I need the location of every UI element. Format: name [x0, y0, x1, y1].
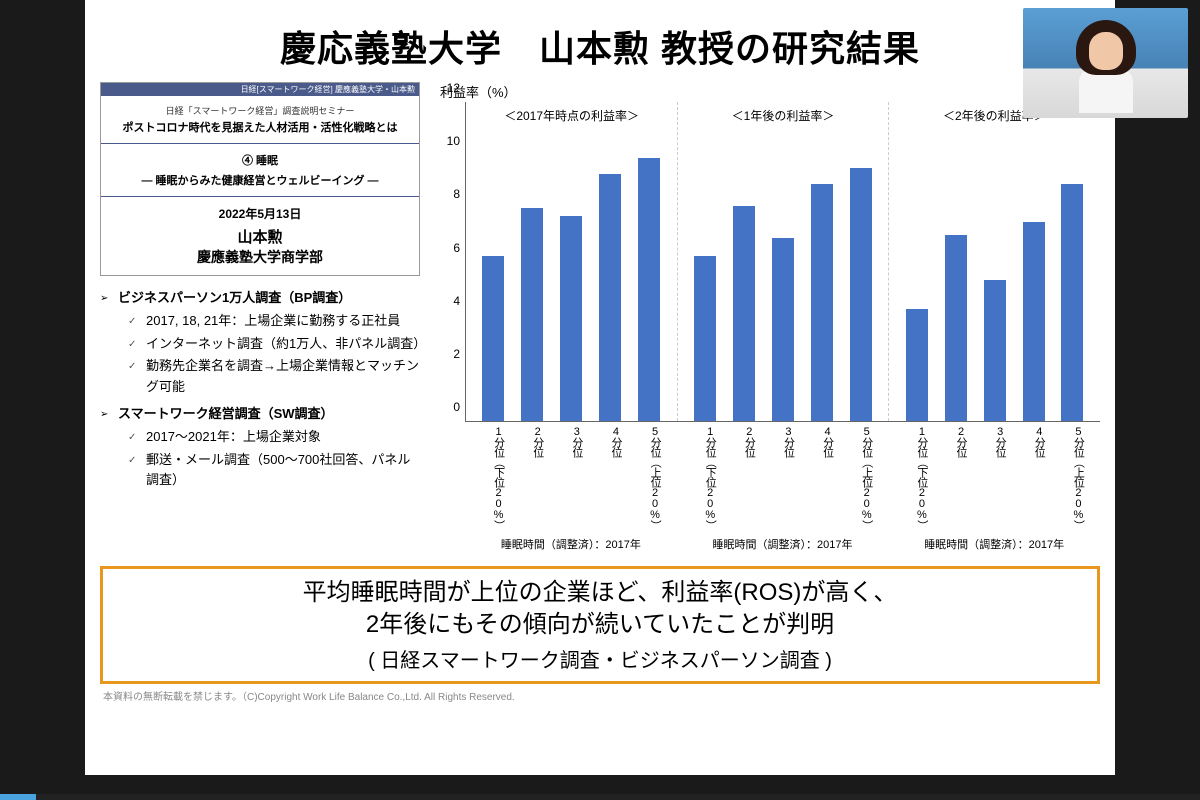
bullet-text: 勤務先企業名を調査→上場企業情報とマッチング可能 — [146, 356, 420, 398]
bar — [811, 184, 833, 421]
group-caption: 睡眠時間（調整済）：2017年 — [677, 536, 889, 552]
bar — [850, 168, 872, 421]
left-column: 日経[スマートワーク経営] 慶應義塾大学・山本勲 日経「スマートワーク経営」調査… — [100, 82, 420, 552]
video-progress-bar[interactable] — [0, 794, 1200, 800]
bullet-bp-1: ✓2017, 18, 21年：上場企業に勤務する正社員 — [100, 311, 420, 332]
check-icon: ✓ — [128, 311, 146, 332]
check-icon: ✓ — [128, 356, 146, 398]
x-label: 2分位 — [521, 422, 543, 530]
chevron-icon: ➢ — [100, 404, 118, 425]
bullet-text: インターネット調査（約1万人、非パネル調査） — [146, 334, 420, 355]
check-icon: ✓ — [128, 450, 146, 492]
bar — [482, 256, 504, 421]
x-label-group: 1分位（下位20%） 2分位 3分位 4分位 5分位（上位20%） — [465, 422, 677, 530]
group-caption: 睡眠時間（調整済）：2017年 — [465, 536, 677, 552]
bullet-bp-3: ✓勤務先企業名を調査→上場企業情報とマッチング可能 — [100, 356, 420, 398]
bar — [733, 206, 755, 421]
highlight-box: 平均睡眠時間が上位の企業ほど、利益率(ROS)が高く、 2年後にもその傾向が続い… — [100, 566, 1100, 684]
y-tick: 4 — [438, 294, 460, 308]
bar-group — [466, 102, 677, 421]
bar — [906, 309, 928, 421]
x-label: 4分位 — [1022, 422, 1044, 530]
nikkei-subtitle: ― 睡眠からみた健康経営とウェルビーイング ― — [107, 172, 413, 188]
bullet-text: 2017, 18, 21年：上場企業に勤務する正社員 — [146, 311, 400, 332]
bar — [1023, 222, 1045, 421]
x-label: 1分位（下位20%） — [693, 422, 715, 530]
bar — [1061, 184, 1083, 421]
y-tick: 10 — [438, 134, 460, 148]
check-icon: ✓ — [128, 427, 146, 448]
nikkei-author-name: 山本勲 — [107, 226, 413, 247]
bullet-text: 郵送・メール調査（500～700社回答、パネル調査） — [146, 450, 420, 492]
copyright-text: 本資料の無断転載を禁じます。（C)Copyright Work Life Bal… — [85, 688, 1115, 703]
presenter-webcam[interactable] — [1023, 8, 1188, 118]
slide-title: 慶応義塾大学 山本勲 教授の研究結果 — [85, 0, 1115, 82]
bullet-bp-2: ✓インターネット調査（約1万人、非パネル調査） — [100, 334, 420, 355]
bullet-sw-2: ✓郵送・メール調査（500～700社回答、パネル調査） — [100, 450, 420, 492]
bar — [772, 238, 794, 421]
bullet-text: ビジネスパーソン1万人調査（BP調査） — [118, 288, 351, 309]
x-label: 4分位 — [811, 422, 833, 530]
bar — [560, 216, 582, 421]
bar — [599, 174, 621, 421]
bar-group — [677, 102, 889, 421]
x-label: 5分位（上位20%） — [638, 422, 660, 530]
x-label: 3分位 — [771, 422, 793, 530]
chart-column: 利益率（%） ＜2017年時点の利益率＞＜1年後の利益率＞＜2年後の利益率＞ 0… — [430, 82, 1100, 552]
video-progress-fill — [0, 794, 36, 800]
bar-chart: ＜2017年時点の利益率＞＜1年後の利益率＞＜2年後の利益率＞ 02468101… — [465, 102, 1100, 422]
x-label: 2分位 — [944, 422, 966, 530]
nikkei-seminar-line: 日経「スマートワーク経営」調査説明セミナー — [107, 104, 413, 117]
bar — [638, 158, 660, 421]
bar — [694, 256, 716, 421]
bar — [521, 208, 543, 421]
bar-group — [888, 102, 1100, 421]
presenter-avatar — [1071, 20, 1141, 105]
y-tick: 6 — [438, 241, 460, 255]
x-labels-row: 1分位（下位20%） 2分位 3分位 4分位 5分位（上位20%） 1分位（下位20%） 2… — [465, 422, 1100, 530]
x-label: 4分位 — [599, 422, 621, 530]
y-tick: 0 — [438, 400, 460, 414]
bullet-sw-1: ✓2017～2021年：上場企業対象 — [100, 427, 420, 448]
check-icon: ✓ — [128, 334, 146, 355]
x-label: 1分位（下位20%） — [482, 422, 504, 530]
content-row: 日経[スマートワーク経営] 慶應義塾大学・山本勲 日経「スマートワーク経営」調査… — [85, 82, 1115, 552]
nikkei-citation-box: 日経[スマートワーク経営] 慶應義塾大学・山本勲 日経「スマートワーク経営」調査… — [100, 82, 420, 276]
nikkei-topic-number: ④ 睡眠 — [107, 152, 413, 168]
highlight-source: ( 日経スマートワーク調査・ビジネスパーソン調査 ) — [113, 644, 1087, 673]
x-label: 2分位 — [732, 422, 754, 530]
x-label-group: 1分位（下位20%） 2分位 3分位 4分位 5分位（上位20%） — [677, 422, 889, 530]
bar — [945, 235, 967, 421]
group-caption: 睡眠時間（調整済）：2017年 — [888, 536, 1100, 552]
x-label: 3分位 — [983, 422, 1005, 530]
bars-container — [466, 102, 1100, 421]
x-label: 5分位（上位20%） — [1061, 422, 1083, 530]
y-tick: 12 — [438, 81, 460, 95]
x-label: 1分位（下位20%） — [905, 422, 927, 530]
bullet-text: 2017～2021年：上場企業対象 — [146, 427, 321, 448]
x-label-group: 1分位（下位20%） 2分位 3分位 4分位 5分位（上位20%） — [888, 422, 1100, 530]
presentation-slide: 慶応義塾大学 山本勲 教授の研究結果 日経[スマートワーク経営] 慶應義塾大学・… — [85, 0, 1115, 775]
bullet-list: ➢ ビジネスパーソン1万人調査（BP調査） ✓2017, 18, 21年：上場企… — [100, 288, 420, 491]
x-label: 5分位（上位20%） — [850, 422, 872, 530]
chevron-icon: ➢ — [100, 288, 118, 309]
nikkei-affiliation: 慶應義塾大学商学部 — [107, 247, 413, 267]
highlight-line2: 2年後にもその傾向が続いていたことが判明 — [113, 609, 1087, 641]
x-label: 3分位 — [560, 422, 582, 530]
nikkei-theme-line: ポストコロナ時代を見据えた人材活用・活性化戦略とは — [107, 119, 413, 135]
nikkei-header: 日経[スマートワーク経営] 慶應義塾大学・山本勲 — [101, 83, 419, 96]
highlight-line1: 平均睡眠時間が上位の企業ほど、利益率(ROS)が高く、 — [113, 577, 1087, 609]
bullet-sw-survey: ➢ スマートワーク経営調査（SW調査） — [100, 404, 420, 425]
nikkei-date: 2022年5月13日 — [107, 205, 413, 222]
bullet-bp-survey: ➢ ビジネスパーソン1万人調査（BP調査） — [100, 288, 420, 309]
y-tick: 2 — [438, 347, 460, 361]
bar — [984, 280, 1006, 421]
y-tick: 8 — [438, 187, 460, 201]
group-caption-row: 睡眠時間（調整済）：2017年睡眠時間（調整済）：2017年睡眠時間（調整済）：… — [465, 536, 1100, 552]
bullet-text: スマートワーク経営調査（SW調査） — [118, 404, 334, 425]
